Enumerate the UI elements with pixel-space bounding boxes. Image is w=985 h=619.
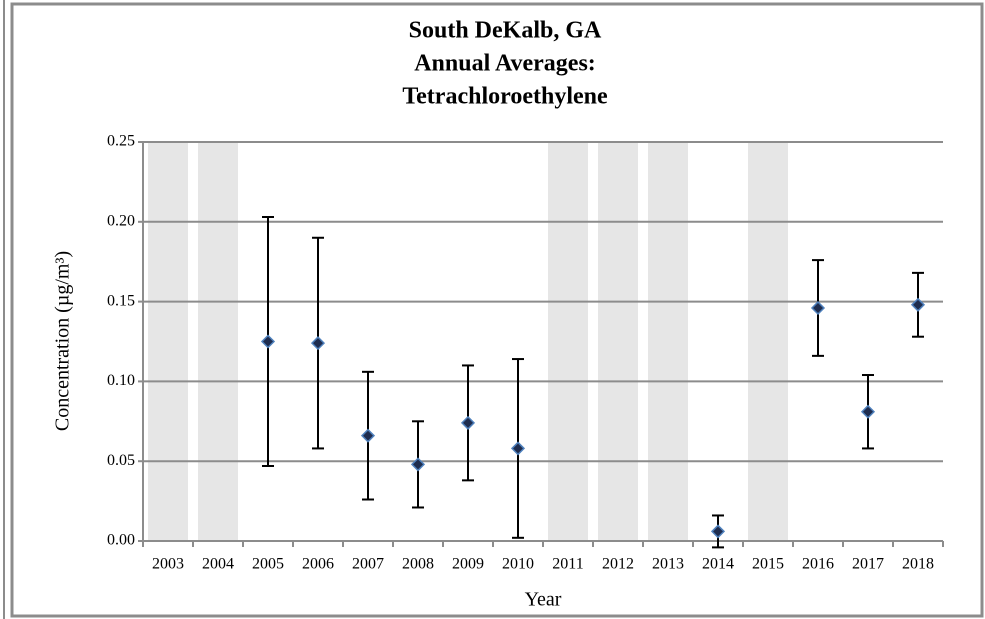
x-tick-label: 2003 [152,556,184,573]
x-tick-label: 2015 [752,556,784,573]
chart-title: Tetrachloroethylene [402,84,608,110]
marker [360,428,376,443]
y-axis-label: Concentration (µg/m³) [52,251,74,431]
y-tick-label: 0.10 [107,372,135,389]
y-tick-label: 0.20 [107,212,135,229]
x-tick-label: 2018 [902,556,934,573]
marker [310,336,326,351]
x-tick-label: 2017 [852,556,884,573]
marker [710,524,726,539]
x-tick-label: 2012 [602,556,634,573]
x-axis-label: Year [525,589,562,611]
marker [860,404,876,419]
marker [810,300,826,316]
bar [748,142,788,541]
x-tick-label: 2005 [252,556,284,573]
x-tick-label: 2016 [802,556,834,573]
chart-title: South DeKalb, GA [409,18,602,44]
x-tick-label: 2006 [302,556,334,573]
x-tick-label: 2008 [402,556,434,573]
bar [548,142,588,541]
y-tick-label: 0.05 [107,452,135,469]
y-tick-label: 0.15 [107,292,135,309]
marker [260,334,276,349]
x-tick-label: 2004 [202,556,234,573]
marker [510,441,526,456]
x-tick-label: 2014 [702,556,734,573]
bar [148,142,188,541]
y-tick-label: 0.00 [107,532,135,549]
marker [460,415,476,430]
x-tick-label: 2009 [452,556,484,573]
chart-title: Annual Averages: [414,51,596,77]
x-tick-label: 2011 [552,556,583,573]
x-tick-label: 2013 [652,556,684,573]
marker [410,457,426,472]
bar [598,142,638,541]
x-tick-label: 2007 [352,556,384,573]
bar [648,142,688,541]
marker [910,297,926,312]
x-tick-label: 2010 [502,556,534,573]
y-tick-label: 0.25 [107,133,135,150]
bar [198,142,238,541]
